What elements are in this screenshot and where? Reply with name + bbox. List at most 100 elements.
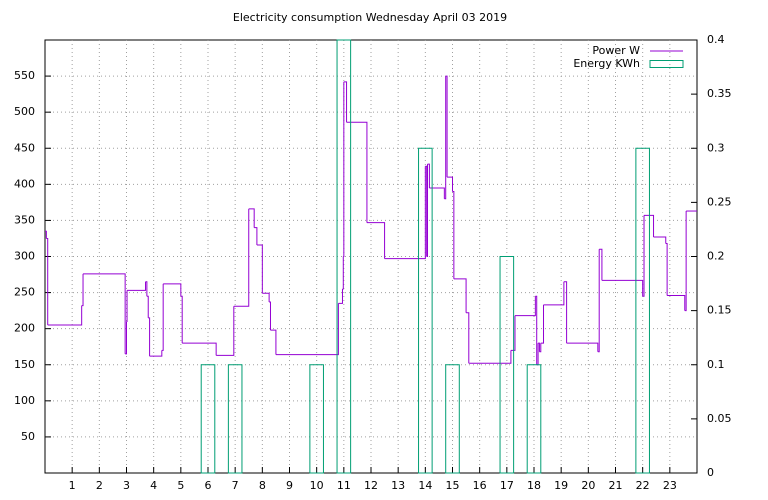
- y2-tick-label: 0.35: [707, 87, 732, 100]
- power-step: [270, 329, 277, 355]
- power-step: [338, 288, 343, 304]
- x-tick-label: 13: [391, 479, 405, 492]
- power-step: [444, 76, 447, 200]
- y2-tick-label: 0.15: [707, 304, 732, 317]
- power-step: [427, 163, 430, 188]
- power-step: [83, 273, 126, 354]
- energy-box: [635, 147, 650, 474]
- y-tick-label: 250: [14, 286, 35, 299]
- power-step: [254, 227, 258, 245]
- x-tick-label: 15: [446, 479, 460, 492]
- power-step: [148, 317, 151, 357]
- y-tick-label: 500: [14, 105, 35, 118]
- legend-label: Power W: [592, 44, 640, 57]
- x-tick-label: 10: [310, 479, 324, 492]
- x-tick-label: 11: [337, 479, 351, 492]
- power-step: [540, 304, 545, 344]
- power-step: [163, 283, 182, 297]
- y2-tick-label: 0.3: [707, 141, 725, 154]
- energy-box: [336, 39, 352, 474]
- power-step: [269, 301, 271, 331]
- power-step: [468, 350, 512, 364]
- energy-box: [200, 364, 216, 474]
- power-step: [125, 321, 127, 355]
- power-step: [256, 244, 263, 294]
- power-step: [466, 312, 470, 364]
- power-step: [510, 315, 516, 351]
- power-step: [566, 342, 599, 352]
- x-tick-label: 19: [554, 479, 568, 492]
- power-step: [653, 236, 667, 244]
- power-step: [667, 294, 686, 311]
- y-tick-label: 100: [14, 394, 35, 407]
- y2-tick-label: 0: [707, 466, 714, 479]
- legend-label: Energy KWh: [573, 57, 640, 70]
- power-step: [366, 222, 386, 259]
- x-tick-label: 23: [663, 479, 677, 492]
- y-tick-label: 300: [14, 250, 35, 263]
- x-tick-label: 12: [364, 479, 378, 492]
- x-tick-label: 17: [500, 479, 514, 492]
- x-tick-label: 22: [636, 479, 650, 492]
- y-tick-label: 50: [21, 430, 35, 443]
- y-tick-label: 150: [14, 358, 35, 371]
- power-step: [642, 215, 645, 297]
- y2-tick-label: 0.1: [707, 358, 725, 371]
- energy-box: [418, 147, 433, 474]
- power-step: [599, 248, 603, 281]
- x-tick-label: 20: [581, 479, 595, 492]
- power-step: [539, 343, 542, 353]
- x-tick-label: 3: [123, 479, 130, 492]
- power-step: [384, 166, 426, 260]
- power-step: [535, 295, 538, 365]
- x-tick-label: 1: [69, 479, 76, 492]
- power-step: [447, 176, 453, 192]
- y-tick-label: 400: [14, 177, 35, 190]
- power-step: [45, 230, 47, 239]
- power-step: [684, 211, 687, 312]
- power-step: [145, 281, 148, 297]
- power-step: [601, 279, 644, 297]
- y-tick-label: 550: [14, 69, 35, 82]
- power-step: [453, 278, 467, 313]
- energy-box: [499, 256, 515, 474]
- power-step: [182, 342, 217, 356]
- energy-box: [445, 364, 460, 474]
- power-step: [445, 75, 448, 178]
- power-step: [514, 296, 536, 317]
- power-step: [233, 208, 250, 307]
- energy-box: [526, 364, 542, 474]
- energy-box: [227, 364, 243, 474]
- energy-box: [309, 364, 324, 474]
- y-tick-label: 450: [14, 141, 35, 154]
- power-step: [644, 214, 655, 238]
- y2-tick-label: 0.2: [707, 250, 725, 263]
- x-tick-label: 2: [96, 479, 103, 492]
- y2-tick-label: 0.4: [707, 33, 725, 46]
- power-step: [426, 164, 429, 257]
- power-step: [275, 303, 339, 356]
- y2-tick-label: 0.25: [707, 195, 732, 208]
- power-step: [81, 273, 84, 307]
- power-step: [425, 165, 428, 257]
- power-step: [126, 290, 128, 322]
- x-tick-label: 5: [177, 479, 184, 492]
- x-tick-label: 16: [473, 479, 487, 492]
- x-tick-label: 9: [286, 479, 293, 492]
- power-step: [161, 283, 164, 351]
- x-tick-label: 4: [150, 479, 157, 492]
- power-step: [149, 350, 163, 357]
- power-step: [46, 237, 49, 326]
- power-step: [343, 81, 348, 123]
- power-step: [343, 81, 345, 257]
- power-step: [563, 281, 568, 344]
- x-tick-label: 18: [527, 479, 541, 492]
- power-step: [342, 256, 344, 290]
- x-tick-label: 21: [609, 479, 623, 492]
- power-step: [127, 281, 147, 291]
- x-tick-label: 6: [205, 479, 212, 492]
- power-step: [146, 295, 149, 318]
- power-step: [180, 295, 183, 344]
- x-tick-label: 8: [259, 479, 266, 492]
- x-tick-label: 7: [232, 479, 239, 492]
